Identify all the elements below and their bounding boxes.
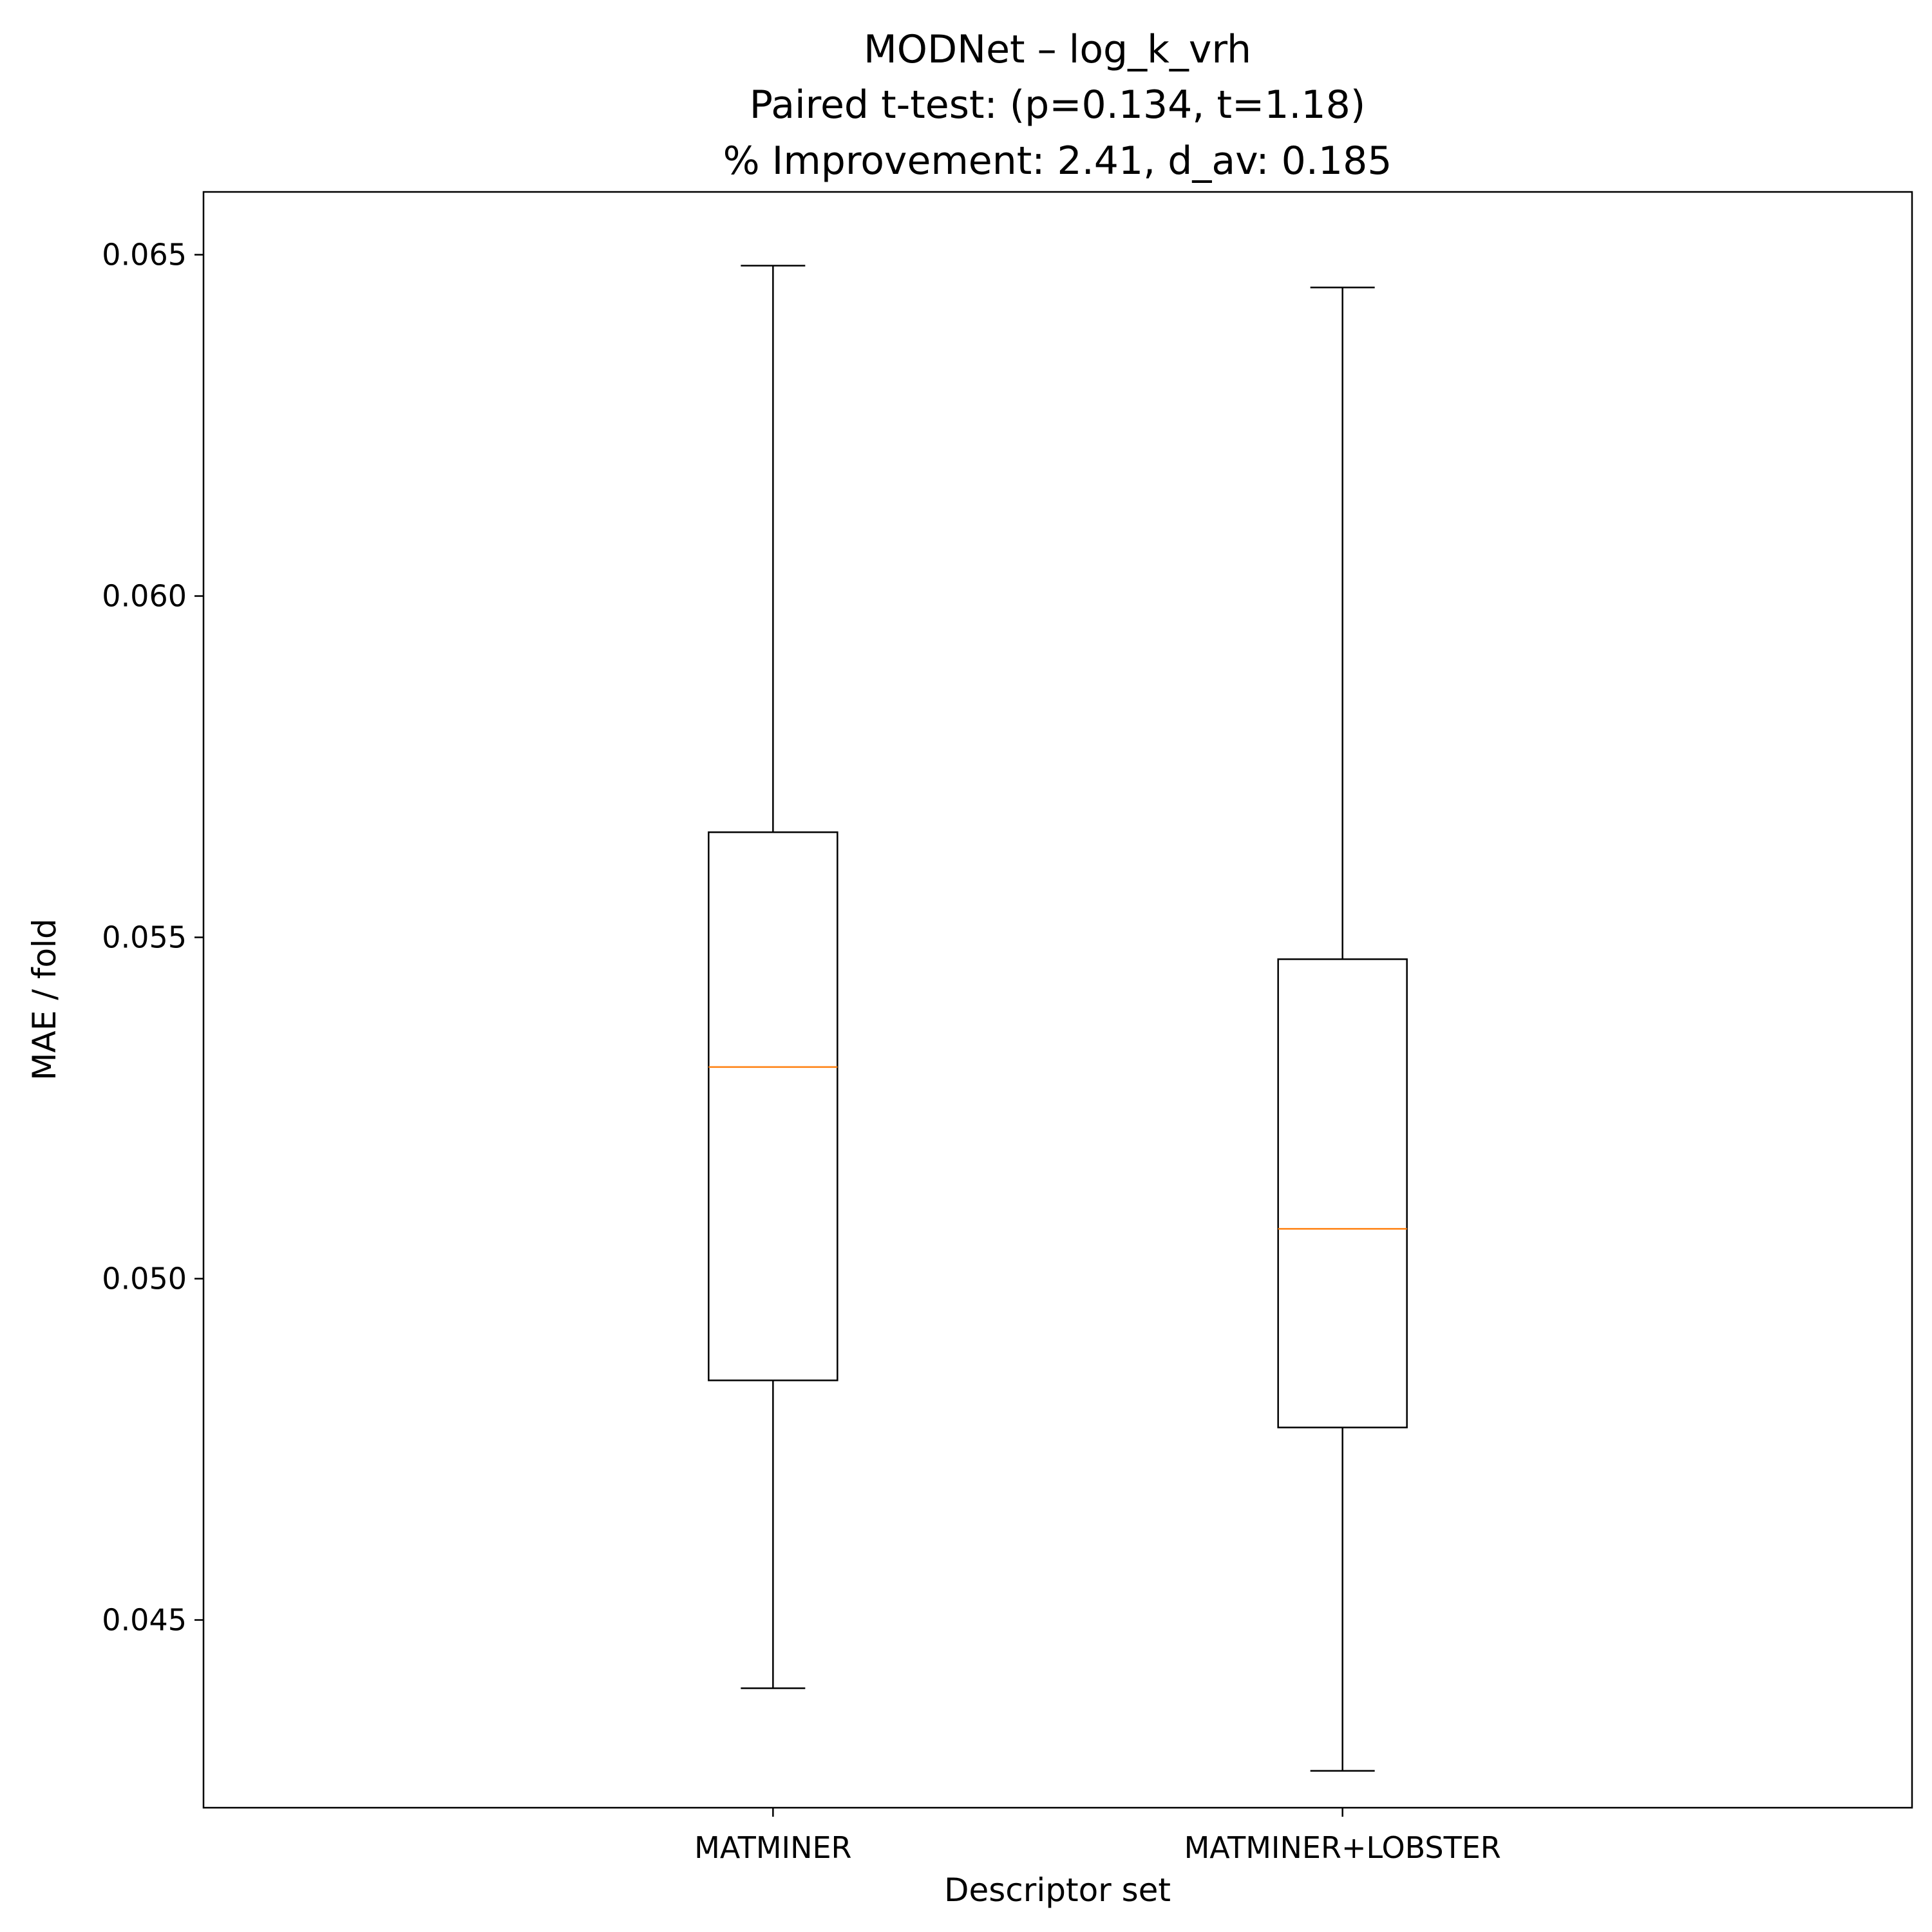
y-tick-label: 0.045 — [102, 1603, 187, 1638]
iqr-box — [1277, 958, 1408, 1428]
y-tick-label: 0.065 — [102, 238, 187, 272]
y-tick-label: 0.055 — [102, 920, 187, 955]
x-tick-label: MATMINER+LOBSTER — [1184, 1830, 1501, 1865]
y-tick-label: 0.060 — [102, 579, 187, 614]
chart-title-line-1: MODNet – log_k_vrh — [864, 27, 1251, 72]
y-axis-label: MAE / fold — [26, 918, 63, 1080]
chart-title-line-3: % Improvement: 2.41, d_av: 0.185 — [723, 138, 1392, 184]
chart-title-line-2: Paired t-test: (p=0.134, t=1.18) — [750, 82, 1366, 128]
y-tick-label: 0.050 — [102, 1262, 187, 1296]
x-axis-label: Descriptor set — [944, 1871, 1171, 1909]
iqr-box — [708, 831, 838, 1381]
x-tick-label: MATMINER — [694, 1830, 851, 1865]
plot-frame — [202, 191, 1913, 1809]
